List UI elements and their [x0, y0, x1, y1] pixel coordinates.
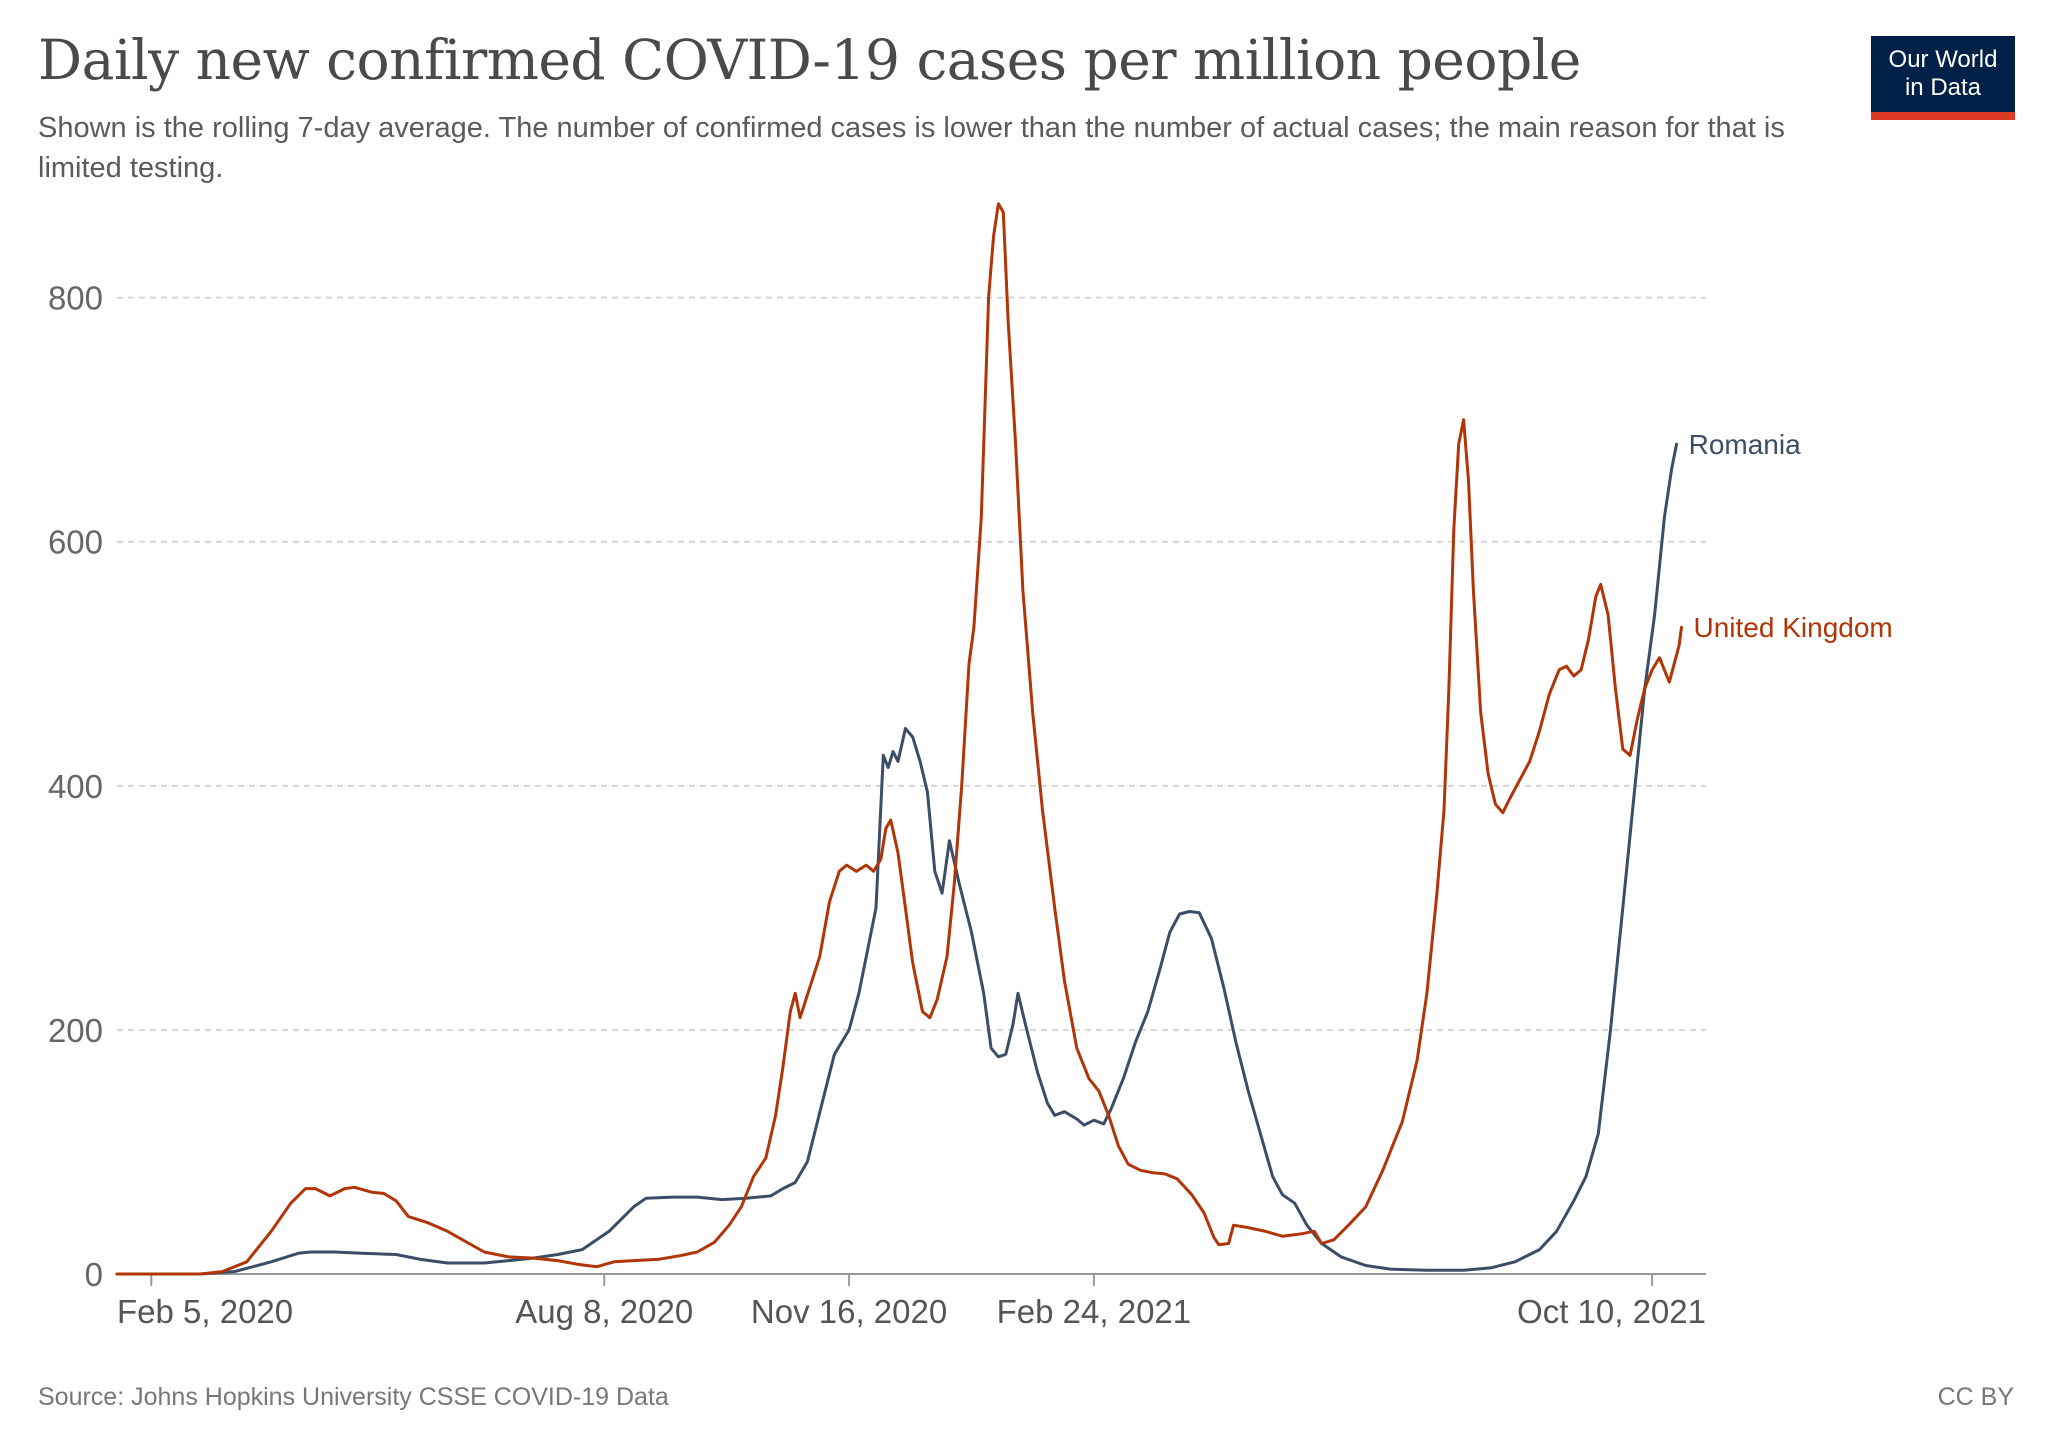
y-tick-label-400: 400 — [48, 768, 103, 805]
series-label-united-kingdom: United Kingdom — [1694, 612, 1893, 643]
x-axis: Feb 5, 2020 Aug 8, 2020 Nov 16, 2020 Feb 24… — [117, 1273, 1706, 1330]
y-tick-label-200: 200 — [48, 1012, 103, 1049]
x-tick-label-3: Feb 24, 2021 — [997, 1293, 1192, 1330]
license-link[interactable]: CC BY — [1937, 1383, 2014, 1411]
chart-subtitle: Shown is the rolling 7-day average. The … — [38, 112, 1785, 184]
chart-title: Daily new confirmed COVID-19 cases per m… — [38, 28, 1581, 92]
logo-line-2: in Data — [1904, 74, 1982, 101]
source-note: Source: Johns Hopkins University CSSE CO… — [38, 1383, 669, 1411]
y-tick-label-600: 600 — [48, 524, 103, 561]
logo-line-1: Our World — [1888, 46, 1998, 73]
y-axis-tick-labels: 0 200 400 600 800 — [48, 280, 103, 1293]
owid-logo[interactable]: Our World in Data — [1871, 36, 2015, 120]
series-line-united-kingdom — [115, 202, 1683, 1276]
series-label-romania: Romania — [1689, 429, 1801, 460]
y-tick-label-0: 0 — [85, 1256, 103, 1293]
series-labels: Romania United Kingdom — [1689, 429, 1893, 643]
x-tick-label-4: Oct 10, 2021 — [1517, 1293, 1706, 1330]
y-tick-label-800: 800 — [48, 280, 103, 317]
x-tick-label-0: Feb 5, 2020 — [117, 1293, 293, 1330]
series-line-romania — [115, 442, 1679, 1276]
y-gridlines — [117, 296, 1706, 1031]
x-tick-label-2: Nov 16, 2020 — [751, 1293, 947, 1330]
x-tick-label-1: Aug 8, 2020 — [515, 1293, 693, 1330]
series-lines — [115, 202, 1683, 1276]
